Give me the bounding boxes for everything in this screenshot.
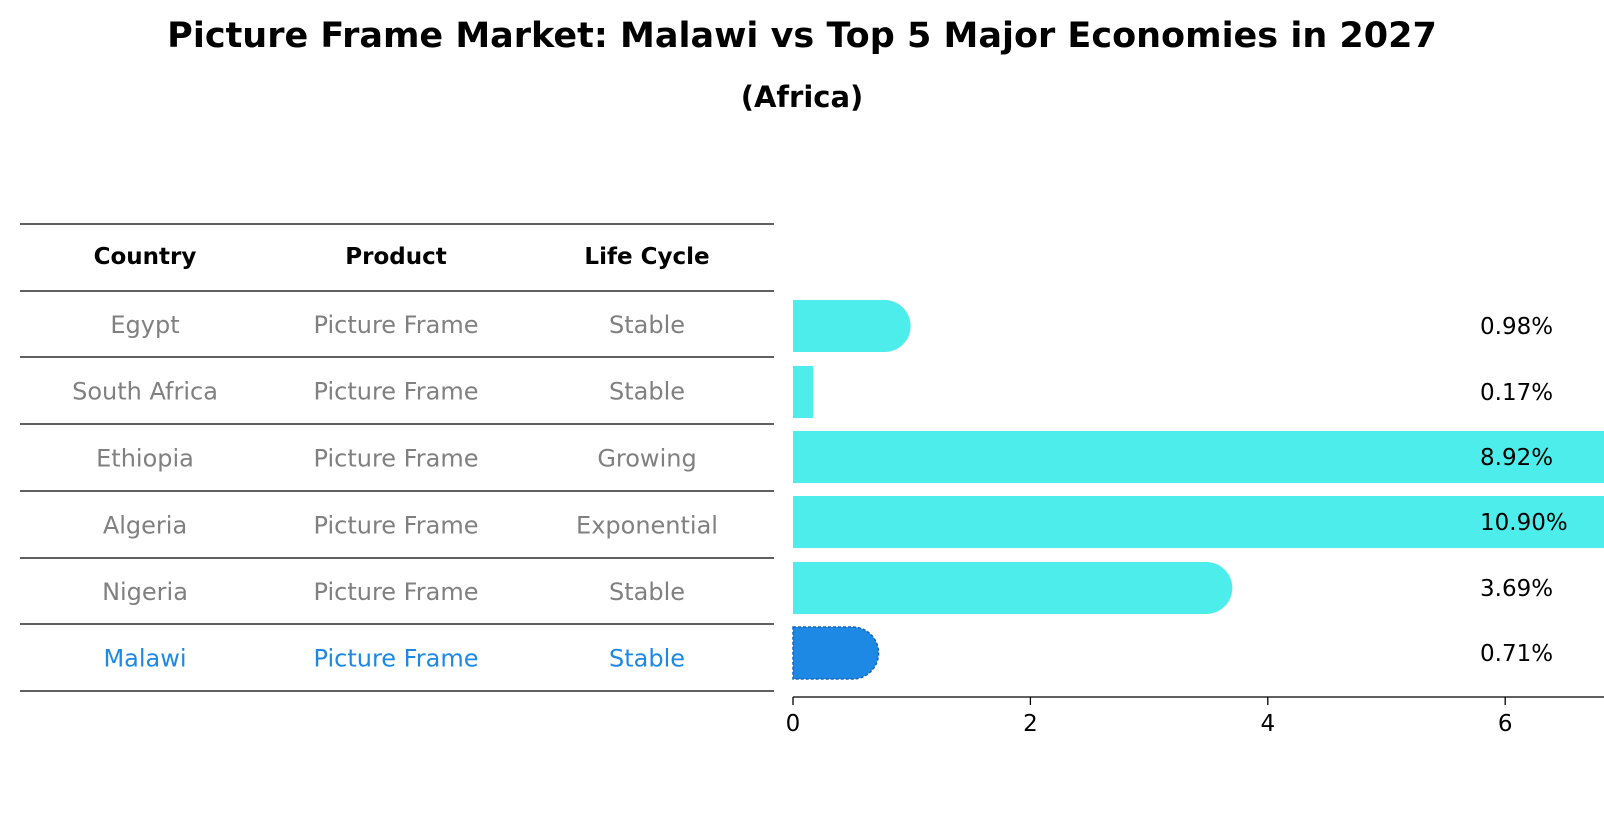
data-table: Country Product Life Cycle Egypt Picture Fra…: [20, 223, 774, 692]
cell-product: Picture Frame: [314, 378, 479, 406]
cell-product: Picture Frame: [314, 311, 479, 339]
cell-country: Ethiopia: [96, 445, 194, 473]
bar-chart: 0.98% 0.17% 8.92% 10.90% 3.69% 0.71%: [792, 300, 1604, 680]
x-tick-label: 6: [1498, 711, 1513, 737]
x-tick-label: 2: [1023, 711, 1038, 737]
header-product: Product: [345, 244, 446, 270]
data-label: 0.71%: [1480, 641, 1553, 667]
data-label: 8.92%: [1480, 445, 1553, 471]
bar-south-africa: [793, 366, 814, 418]
cell-country: Nigeria: [102, 578, 188, 606]
cell-country: Malawi: [103, 645, 186, 673]
data-label: 0.98%: [1480, 314, 1553, 340]
bar-malawi: [792, 626, 880, 680]
bar-algeria: [793, 496, 1604, 548]
cell-life-cycle: Exponential: [576, 512, 718, 540]
chart-subtitle: (Africa): [740, 80, 864, 114]
x-axis: 0246810: [786, 696, 1604, 737]
cell-life-cycle: Stable: [609, 311, 685, 339]
data-label: 3.69%: [1480, 576, 1553, 602]
chart-title: Picture Frame Market: Malawi vs Top 5 Ma…: [167, 16, 1437, 56]
cell-product: Picture Frame: [314, 445, 479, 473]
bar-egypt: [793, 300, 911, 352]
cell-life-cycle: Stable: [609, 378, 685, 406]
x-tick-label: 4: [1260, 711, 1275, 737]
cell-country: Egypt: [110, 311, 179, 339]
bar-ethiopia: [793, 431, 1604, 483]
header-life-cycle: Life Cycle: [584, 244, 709, 270]
bar-nigeria: [793, 562, 1233, 614]
cell-product: Picture Frame: [314, 645, 479, 673]
cell-country: Algeria: [103, 512, 187, 540]
cell-life-cycle: Growing: [597, 445, 696, 473]
cell-life-cycle: Stable: [609, 645, 685, 673]
cell-product: Picture Frame: [314, 512, 479, 540]
x-tick-label: 0: [786, 711, 801, 737]
data-label: 10.90%: [1480, 510, 1568, 536]
cell-country: South Africa: [72, 378, 218, 406]
cell-life-cycle: Stable: [609, 578, 685, 606]
cell-product: Picture Frame: [314, 578, 479, 606]
data-label: 0.17%: [1480, 380, 1553, 406]
header-country: Country: [94, 244, 197, 270]
